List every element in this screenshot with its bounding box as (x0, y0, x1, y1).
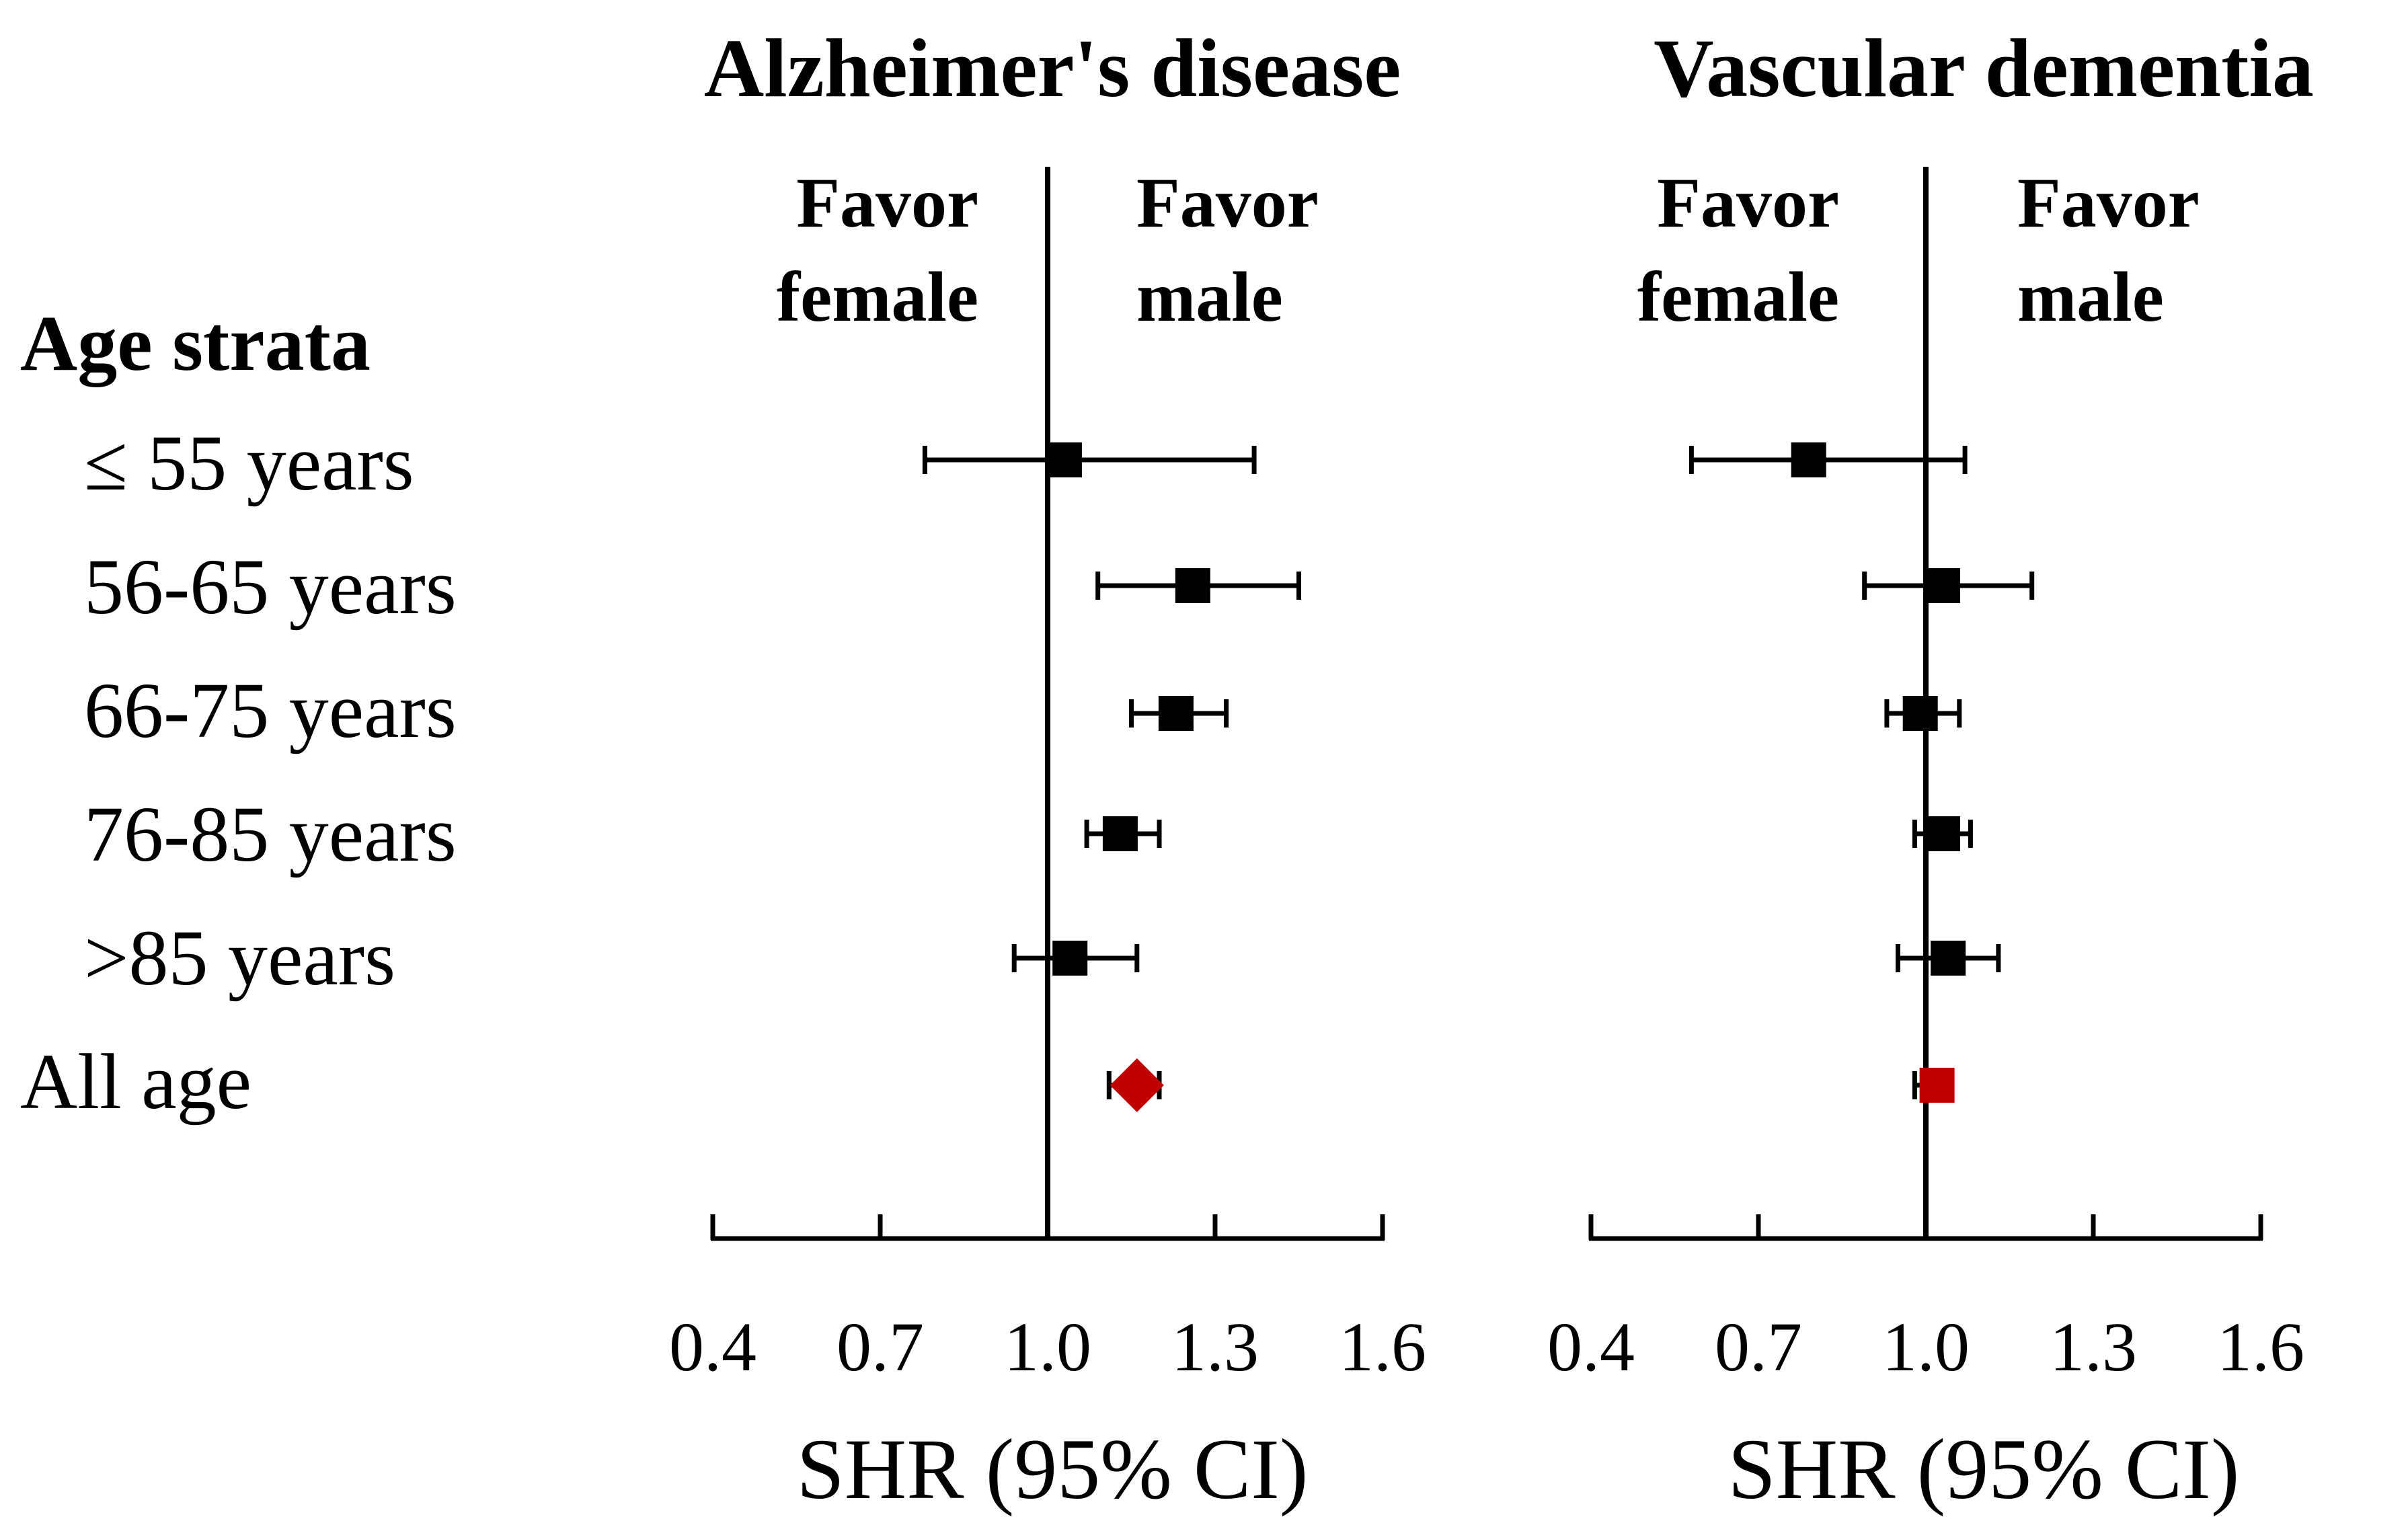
row-label-le55: ≤ 55 years (84, 419, 414, 507)
estimate-row (1084, 816, 1162, 851)
point-estimate-square (1931, 941, 1966, 976)
x-tick-label: 0.4 (1547, 1308, 1635, 1386)
favor-male-line2: male (2017, 258, 2164, 336)
x-tick-label: 1.3 (2050, 1308, 2137, 1386)
row-header: Age strata (20, 299, 371, 387)
point-estimate-square (1925, 816, 1960, 851)
estimate-row (1862, 568, 2035, 603)
point-estimate-square (1919, 1068, 1955, 1103)
x-axis: 0.4 0.7 1.0 1.3 1.6 (1547, 1214, 2304, 1386)
point-estimate-square (1102, 816, 1138, 851)
data-marks (1688, 167, 2035, 1239)
estimate-row (1011, 941, 1140, 976)
x-tick-label: 1.6 (2217, 1308, 2304, 1386)
panel-vascular-dementia: Vascular dementia Favor female Favor mal… (1547, 22, 2314, 1517)
x-tick-label: 1.0 (1882, 1308, 1970, 1386)
x-axis-label: SHR (95% CI) (1728, 1421, 2240, 1517)
data-marks (922, 167, 1301, 1239)
favor-female-line2: female (1637, 258, 1839, 336)
overall-estimate (1106, 1058, 1164, 1112)
panel-title: Vascular dementia (1654, 22, 2314, 114)
point-estimate-square (1046, 442, 1082, 477)
x-axis: 0.4 0.7 1.0 1.3 1.6 (669, 1214, 1426, 1386)
x-tick-label: 0.7 (1715, 1308, 1802, 1386)
estimate-row (1896, 941, 2001, 976)
point-estimate-square (1158, 696, 1194, 731)
x-axis-label: SHR (95% CI) (797, 1421, 1309, 1517)
x-tick-label: 0.7 (837, 1308, 924, 1386)
estimate-row (922, 442, 1257, 477)
x-tick-label: 0.4 (669, 1308, 756, 1386)
point-estimate-square (1052, 941, 1088, 976)
row-label-76-85: 76-85 years (84, 790, 457, 878)
estimate-row (1912, 816, 1973, 851)
estimate-row (1095, 568, 1301, 603)
estimate-row (1884, 696, 1962, 731)
panel-title: Alzheimer's disease (704, 22, 1401, 114)
estimate-row (1688, 442, 1968, 477)
favor-male-line2: male (1136, 258, 1283, 336)
favor-female-line1: Favor (796, 163, 978, 242)
row-labels: Age strata ≤ 55 years 56-65 years 66-75 … (20, 299, 457, 1126)
row-label-56-65: 56-65 years (84, 543, 457, 631)
overall-estimate (1912, 1068, 1955, 1103)
x-tick-label: 1.0 (1004, 1308, 1091, 1386)
point-estimate-diamond (1110, 1058, 1164, 1112)
favor-male-line1: Favor (1136, 163, 1319, 242)
row-label-gt85: >85 years (84, 914, 395, 1002)
point-estimate-square (1925, 568, 1960, 603)
favor-male-line1: Favor (2017, 163, 2200, 242)
panel-alzheimers: Alzheimer's disease Favor female Favor m… (669, 22, 1426, 1517)
favor-female-line2: female (777, 258, 978, 336)
favor-female-line1: Favor (1657, 163, 1839, 242)
row-label-66-75: 66-75 years (84, 666, 457, 754)
row-label-all-age: All age (20, 1037, 251, 1126)
x-tick-label: 1.3 (1171, 1308, 1259, 1386)
point-estimate-square (1175, 568, 1210, 603)
estimate-row (1129, 696, 1229, 731)
x-tick-label: 1.6 (1339, 1308, 1426, 1386)
point-estimate-square (1902, 696, 1938, 731)
point-estimate-square (1791, 442, 1826, 477)
